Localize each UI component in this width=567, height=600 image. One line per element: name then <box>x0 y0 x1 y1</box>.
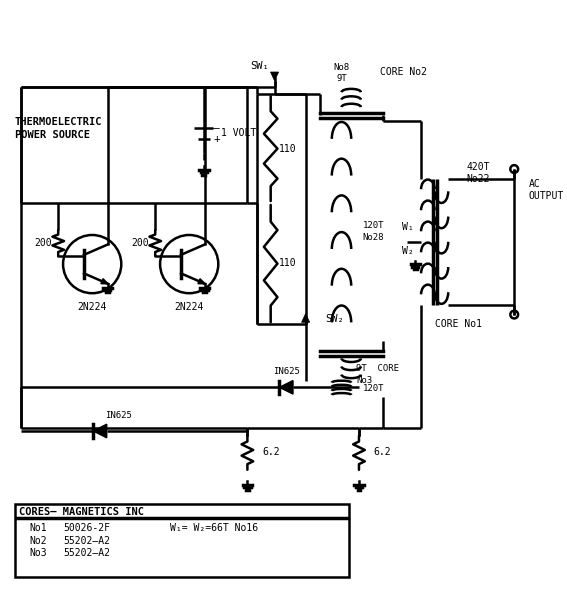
Circle shape <box>510 311 518 319</box>
Text: W₁= W₂=66T No16: W₁= W₂=66T No16 <box>170 523 258 533</box>
Text: IN625: IN625 <box>273 367 299 376</box>
Text: 200: 200 <box>131 238 149 248</box>
Text: +: + <box>214 134 221 144</box>
Text: 6.2: 6.2 <box>262 448 280 457</box>
Polygon shape <box>93 424 107 438</box>
Text: No8: No8 <box>333 62 350 71</box>
Text: POWER SOURCE: POWER SOURCE <box>15 130 90 140</box>
Text: No3: No3 <box>29 548 46 558</box>
Text: 9T  CORE: 9T CORE <box>356 364 399 373</box>
Text: 120T: 120T <box>363 221 384 230</box>
Text: No22: No22 <box>467 174 490 184</box>
Text: 420T: 420T <box>467 162 490 172</box>
Text: SW₂: SW₂ <box>325 314 344 325</box>
Text: 50026-2F: 50026-2F <box>63 523 110 533</box>
Text: No28: No28 <box>363 233 384 242</box>
Text: –: – <box>213 123 220 133</box>
Text: THERMOELECTRIC: THERMOELECTRIC <box>15 118 102 127</box>
Text: IN625: IN625 <box>105 411 132 420</box>
Text: 110: 110 <box>280 143 297 154</box>
Text: 110: 110 <box>280 258 297 268</box>
Text: 200: 200 <box>34 238 52 248</box>
Polygon shape <box>198 278 205 284</box>
Text: CORE No2: CORE No2 <box>380 67 428 77</box>
Text: AC: AC <box>529 179 540 188</box>
Text: 2N224: 2N224 <box>175 302 204 312</box>
Text: 6.2: 6.2 <box>374 448 391 457</box>
Circle shape <box>510 165 518 173</box>
Text: W₂: W₂ <box>401 247 413 256</box>
Text: 55202–A2: 55202–A2 <box>63 548 110 558</box>
Polygon shape <box>101 278 108 284</box>
Polygon shape <box>280 380 293 394</box>
Text: 120T: 120T <box>363 384 384 393</box>
Text: 1 VOLT: 1 VOLT <box>221 128 256 138</box>
Text: No2: No2 <box>29 536 46 545</box>
Text: CORE No1: CORE No1 <box>435 319 483 329</box>
Text: 2N224: 2N224 <box>78 302 107 312</box>
Text: No3: No3 <box>356 376 372 385</box>
Text: 9T: 9T <box>336 74 347 83</box>
Text: No1: No1 <box>29 523 46 533</box>
Text: OUTPUT: OUTPUT <box>529 191 564 201</box>
Text: SW₁: SW₁ <box>251 61 269 71</box>
Bar <box>15 504 349 577</box>
Circle shape <box>63 235 121 293</box>
Polygon shape <box>270 72 278 81</box>
Circle shape <box>160 235 218 293</box>
Text: 55202–A2: 55202–A2 <box>63 536 110 545</box>
Text: CORES– MAGNETICS INC: CORES– MAGNETICS INC <box>19 508 145 517</box>
Polygon shape <box>302 314 310 322</box>
Text: W₁: W₁ <box>401 222 413 232</box>
